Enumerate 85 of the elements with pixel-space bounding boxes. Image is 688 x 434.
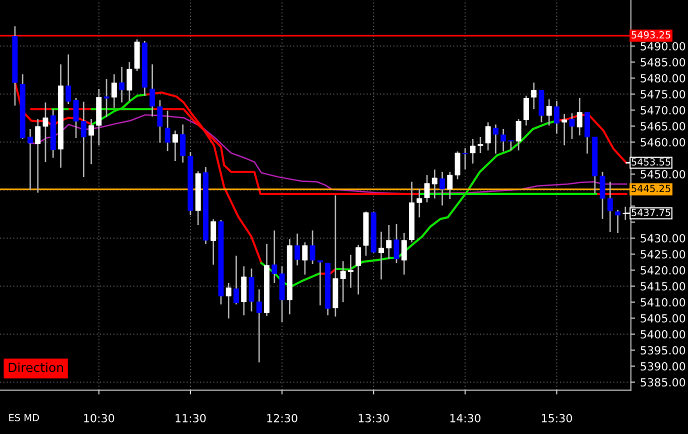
candlestick [478,136,484,154]
x-tick-label: 10:30 [84,414,114,422]
candlestick [454,150,460,180]
candlestick [317,260,323,306]
candlestick [66,54,72,105]
y-tick-label: 5390.00 [640,362,686,371]
y-tick-label: 5405.00 [640,314,686,323]
candlestick [126,61,132,102]
x-tick-label: 13:30 [358,414,389,422]
candlestick [576,97,582,136]
candlestick [256,288,262,364]
candlestick [569,112,575,140]
x-tick-label: 14:30 [450,414,480,422]
candlestick [150,64,156,118]
x-tick-label: 11:30 [176,414,206,422]
candlestick [492,124,498,154]
y-tick-label: 5465.00 [640,122,686,130]
candlestick [119,66,125,104]
candlestick [310,230,316,265]
x-tick-label: 15:30 [542,414,572,422]
candlestick [157,99,163,144]
y-tick-label: 5490.00 [640,42,686,50]
candlestick [42,102,48,163]
candlestick [470,138,476,164]
candlestick [356,244,362,296]
y-tick-label: 5485.00 [640,58,686,66]
candlestick [516,118,522,152]
candlestick [424,174,430,203]
y-tick-label: 5450.00 [640,170,686,178]
y-tick-label: 5475.00 [640,90,686,98]
candlestick [294,232,300,266]
candlestick [302,242,308,276]
candlestick [180,124,186,164]
y-tick-label: 5400.00 [640,330,686,339]
candlestick [562,113,568,146]
candlestick [111,74,117,109]
y-tick-label: 5415.00 [640,282,686,291]
y-tick-label: 5410.00 [640,298,686,307]
text: ES MD [9,414,39,422]
candlestick [73,97,79,139]
candlestick [401,232,407,276]
candlestick [394,223,400,264]
annotation: Direction [8,362,63,372]
candlestick [485,122,491,152]
candlestick [447,171,453,200]
y-tick-label: 5395.00 [640,346,686,355]
candlestick [348,254,354,288]
candlestick [462,148,468,170]
candlestick [386,224,392,260]
candlestick [234,255,239,306]
y-tick-label: 5385.00 [640,378,686,387]
candlestick [531,82,537,110]
y-tick-label: 5420.00 [640,266,686,275]
annotation: 5437.75 [632,208,670,216]
candlestick [272,230,278,284]
candlestick [615,209,621,234]
candlestick [607,181,613,233]
candlestick [80,101,86,178]
candlestick [440,171,445,206]
candlestick [35,118,41,194]
y-tick-label: 5480.00 [640,74,686,82]
candlestick [164,110,170,152]
candlestick [508,140,514,152]
y-tick-label: 5460.00 [640,138,686,146]
candlestick [27,128,33,191]
candlestick [172,130,178,162]
candlestick [500,128,506,152]
candlestick [554,100,560,134]
candlestick [600,171,606,220]
ref-line-label: 5493.25 [632,31,670,39]
candlestick [523,95,529,126]
candlestick [378,231,384,280]
candlestick [226,282,232,320]
candlestick [104,78,110,118]
y-tick-label: 5430.00 [640,234,686,243]
y-tick-label: 5425.00 [640,250,686,259]
ref-line-label: 5445.25 [632,184,670,192]
candlestick [210,218,216,266]
candlestick [432,168,438,200]
candlestick [88,118,94,165]
x-tick-label: 12:30 [267,414,298,422]
candlestick [546,98,552,126]
y-tick-label: 5470.00 [640,106,686,114]
annotation: 5453.55 [632,158,670,166]
candlestick [416,188,422,218]
